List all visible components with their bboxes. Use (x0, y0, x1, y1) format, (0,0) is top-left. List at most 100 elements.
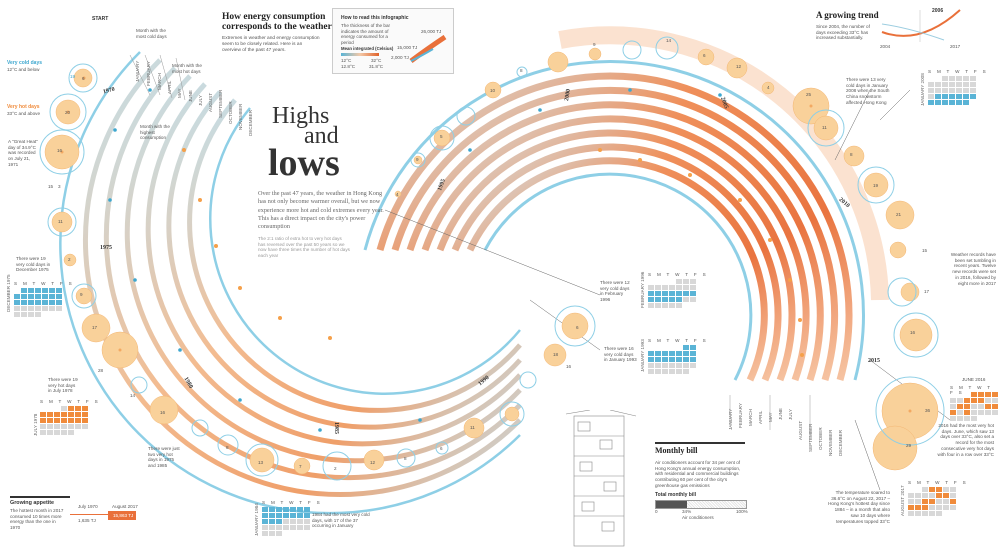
month-label: DECEMBER (838, 429, 843, 456)
annotation-jan-1993: There were 16 very cold days in January … (604, 346, 637, 363)
cold-legend-desc: 12°C and below (7, 67, 40, 72)
year-label: 1985 (333, 422, 339, 434)
label-15000: 15,000 TJ (397, 45, 418, 50)
calendar-jan-2008 (928, 76, 976, 105)
calendar-jan-1993 (648, 345, 696, 374)
bubble-count: 15 (48, 184, 54, 189)
title-and: and (304, 123, 339, 149)
bubble-count: 8 (850, 152, 853, 157)
month-label: JULY (788, 409, 793, 420)
bubble-count: 20 (65, 110, 71, 115)
bubble-count: 19 (873, 183, 879, 188)
month-label: MAY (177, 88, 182, 98)
bill-pct-mid: 34% (682, 509, 692, 514)
bubble-count: 8 (404, 456, 407, 461)
bubble-count: 29 (906, 443, 912, 448)
label-2000: 2,000 TJ (391, 55, 409, 60)
month-label: FEBRUARY (146, 61, 151, 86)
calendar-label: JULY 1978 (33, 413, 38, 436)
bubble-count: 11 (470, 425, 475, 430)
scale-max-2: 31.8°C (369, 64, 384, 69)
month-label: NOVEMBER (828, 429, 833, 456)
calendar-label: AUGUST 2017 (900, 485, 905, 516)
bubble-count: 6 (82, 76, 85, 81)
month-label: JANUARY (728, 408, 733, 430)
month-label: SEPTEMBER (808, 423, 813, 452)
bubble-count: 17 (924, 289, 930, 294)
band-thickness-example (409, 35, 447, 63)
scale-min-2: 12.8°C (341, 64, 356, 69)
bubble-count: 16 (566, 364, 572, 369)
trend-year-start: 2004 (880, 44, 891, 49)
calendar-aug-2017 (908, 487, 956, 516)
scale-title: Mean integrated (Celsius) (341, 46, 394, 51)
weekday-header: S M T W T F S (14, 281, 74, 286)
month-label: JANUARY (135, 60, 140, 82)
annotation-records: Weather records have been set tumbling i… (950, 252, 996, 286)
bubble-count: 5 (440, 134, 443, 139)
calendar-jan-1984 (262, 507, 310, 536)
bubble-count: 11 (822, 125, 827, 130)
bill-title: Monthly bill (655, 446, 698, 455)
bill-bar-title: Total monthly bill (655, 492, 697, 498)
bubble-count: 16 (910, 330, 916, 335)
temperature-scale-bar (341, 53, 379, 56)
start-label: START (92, 16, 109, 22)
appetite-left-bar (70, 514, 110, 515)
bubble-count: 9 (593, 42, 596, 47)
calendar-jul-1978 (40, 406, 88, 435)
weekday-header: S M T W T F S (648, 338, 708, 343)
trend-curve (881, 9, 961, 42)
appetite-right-label: August 2017 (112, 504, 138, 509)
how-to-read-text: The thickness of the bar indicates the a… (341, 23, 391, 46)
month-label: JUNE (188, 90, 193, 102)
month-label: SEPTEMBER (218, 89, 223, 118)
bubble-count: 10 (490, 88, 496, 93)
scale-min: 12°C (341, 58, 352, 63)
bubble-count: 4 (767, 85, 770, 90)
appetite-left-label: July 1970 (78, 504, 98, 509)
month-label: AUGUST (798, 420, 803, 440)
weekday-header: S M T W T F S (648, 272, 708, 277)
bill-bar (655, 500, 747, 509)
annotation-jan-2008: There were 13 very cold days in January … (846, 77, 890, 105)
scale-max: 32°C (371, 58, 382, 63)
title-highs: Highs (272, 103, 330, 129)
hot-legend-title: Very hot days (7, 104, 40, 110)
calendar-dec-1975 (14, 288, 62, 317)
bill-bar-fill (656, 501, 687, 508)
bubble-count: 13 (258, 460, 264, 465)
bill-pct-start: 0 (655, 509, 658, 514)
annotation-dec-1975: There were 19 very cold days in December… (16, 256, 51, 273)
bill-text: Air conditioners account for 34 per cent… (655, 460, 741, 488)
calendar-jun-2016 (950, 392, 998, 421)
bubble-count: 9 (416, 157, 419, 162)
title-body: Over the past 47 years, the weather in H… (258, 190, 384, 231)
annotation-jan-1984: 1984 had the most very cold days, with 1… (312, 512, 370, 529)
bubble-count: 6 (576, 325, 579, 330)
annotation-late70s: There were just two very hot days in 197… (148, 446, 180, 469)
how-to-read-title: How to read this infographic (341, 15, 409, 21)
bubble-count: 9 (80, 292, 83, 297)
year-label: 1975 (100, 245, 112, 251)
trend-year-end: 2017 (950, 44, 961, 49)
bubble-count: 6 (703, 53, 706, 58)
annotation-feb-1996: There were 12 very cold days in February… (600, 280, 630, 303)
air-conditioner-building-illustration (565, 410, 637, 547)
title-note: The 2:1 ratio of extra hot to very hot d… (258, 236, 350, 259)
appetite-text: The hottest month in 2017 consumed 10 ti… (10, 508, 64, 531)
title-lows: lows (268, 142, 340, 184)
calendar-label: JANUARY 2008 (920, 73, 925, 106)
cold-legend-title: Very cold days (7, 60, 43, 66)
weekday-header: S M T W T F S (950, 385, 993, 395)
calendar-label: JANUARY 1984 (254, 503, 259, 536)
intro-text: Extremes in weather and energy consumpti… (222, 36, 320, 53)
bubble-count: 14 (130, 393, 136, 398)
annotation-jul-1978: There were 19 very hot days in July 1978 (48, 377, 78, 394)
bill-bar-label: Air conditioners (682, 515, 714, 520)
appetite-right-bar (108, 511, 136, 520)
section-rule (10, 496, 70, 498)
bubble-count: 19 (70, 74, 76, 79)
weekday-header: S M T W T F S (40, 399, 100, 404)
